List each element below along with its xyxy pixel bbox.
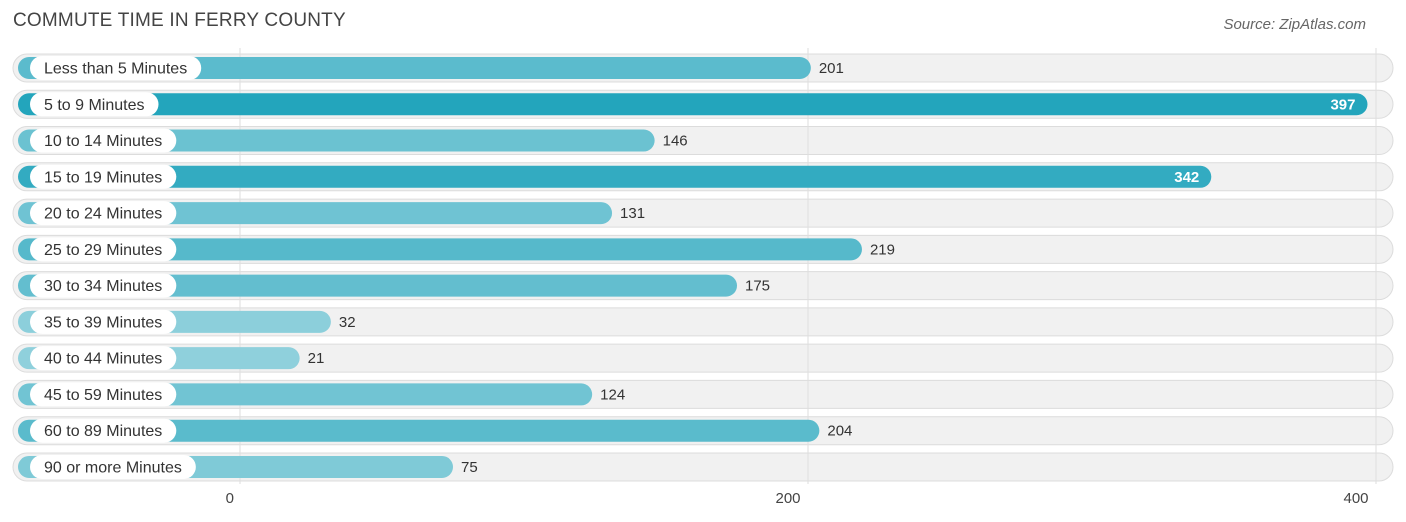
category-label-pill xyxy=(30,454,196,479)
category-label-pill xyxy=(30,273,177,298)
category-label-pill xyxy=(30,237,177,262)
category-label-pill xyxy=(30,128,177,153)
x-tick-label: 400 xyxy=(1343,490,1368,507)
category-label-pill xyxy=(30,418,177,443)
x-axis: 0 200 400 xyxy=(226,490,1369,507)
value-label: 204 xyxy=(827,423,852,440)
bar xyxy=(18,57,811,79)
category-label: 5 to 9 Minutes xyxy=(44,97,145,114)
x-tick-label: 200 xyxy=(775,490,800,507)
value-label: 175 xyxy=(745,278,770,295)
category-label-pill xyxy=(30,164,177,189)
row-backgrounds xyxy=(12,53,1394,482)
category-label: 40 to 44 Minutes xyxy=(44,351,162,368)
rows-layer: Less than 5 Minutes 201 5 to 9 Minutes 397 1… xyxy=(18,56,1368,479)
category-label-pill xyxy=(30,309,177,334)
category-label: 35 to 39 Minutes xyxy=(44,314,162,331)
category-label-pill xyxy=(30,382,177,407)
category-label: 45 to 59 Minutes xyxy=(44,387,162,404)
chart-title: COMMUTE TIME IN FERRY COUNTY xyxy=(13,10,346,31)
category-label: 15 to 19 Minutes xyxy=(44,169,162,186)
x-tick-label: 0 xyxy=(226,490,234,507)
value-label: 75 xyxy=(461,459,478,476)
category-label: 25 to 29 Minutes xyxy=(44,242,162,259)
category-label-pill xyxy=(30,346,177,371)
category-label: 60 to 89 Minutes xyxy=(44,423,162,440)
category-label: 10 to 14 Minutes xyxy=(44,133,162,150)
category-label: 90 or more Minutes xyxy=(44,459,182,476)
grid-layer xyxy=(239,48,1377,484)
value-label: 201 xyxy=(819,60,844,77)
bar xyxy=(18,93,1368,116)
category-label-pill xyxy=(30,92,159,117)
value-label: 342 xyxy=(1174,169,1199,186)
value-label: 124 xyxy=(600,386,625,403)
bar xyxy=(18,274,737,297)
bar xyxy=(18,419,820,442)
value-label: 131 xyxy=(620,205,645,222)
chart-source: Source: ZipAtlas.com xyxy=(1223,16,1366,33)
row-background xyxy=(12,307,1394,337)
bar xyxy=(18,165,1212,188)
category-label: 20 to 24 Minutes xyxy=(44,206,162,223)
category-label-pill xyxy=(30,56,202,80)
value-label: 146 xyxy=(663,133,688,150)
value-label: 32 xyxy=(339,314,356,331)
category-label: Less than 5 Minutes xyxy=(44,61,187,78)
category-label-pill xyxy=(30,201,177,226)
value-label: 397 xyxy=(1330,96,1355,113)
value-label: 219 xyxy=(870,241,895,258)
value-label: 21 xyxy=(308,350,325,367)
bar xyxy=(18,238,862,261)
category-label: 30 to 34 Minutes xyxy=(44,278,162,295)
row-background xyxy=(12,343,1394,373)
bar xyxy=(18,129,655,152)
